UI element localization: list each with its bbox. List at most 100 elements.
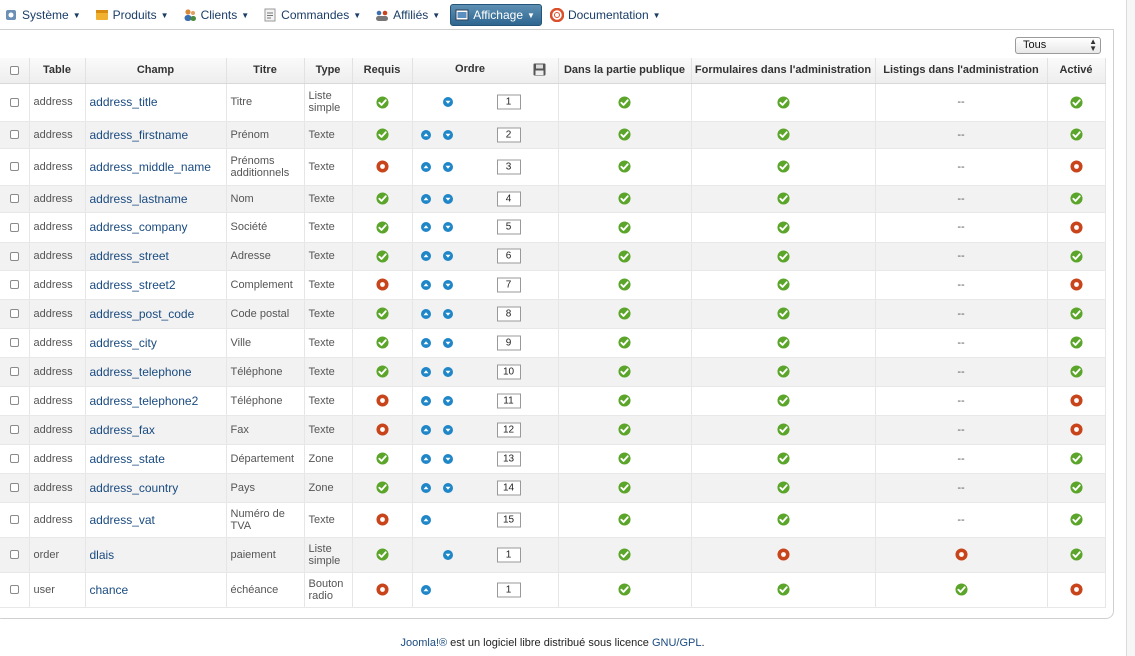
order-input[interactable]: 10	[496, 364, 521, 379]
row-checkbox[interactable]	[9, 280, 19, 290]
filter-select[interactable]: Tous ▲ ▼	[1015, 37, 1101, 54]
row-checkbox[interactable]	[9, 309, 19, 319]
header-listings-admin[interactable]: Listings dans l'administration	[875, 58, 1048, 84]
field-link[interactable]: address_street	[89, 249, 169, 263]
header-champ[interactable]: Champ	[85, 58, 227, 84]
move-up-icon[interactable]	[420, 308, 431, 319]
required-off-icon[interactable]	[375, 423, 389, 436]
order-input[interactable]: 7	[496, 277, 521, 292]
menu-display[interactable]: Affichage ▼	[450, 4, 542, 26]
order-input[interactable]: 1	[496, 94, 521, 110]
header-type[interactable]: Type	[304, 58, 353, 84]
move-down-icon[interactable]	[442, 424, 453, 435]
move-up-icon[interactable]	[420, 222, 431, 232]
save-order-icon[interactable]	[533, 63, 546, 76]
move-up-icon[interactable]	[420, 337, 431, 348]
order-input[interactable]: 4	[496, 191, 521, 206]
move-down-icon[interactable]	[442, 482, 453, 493]
active-on-icon[interactable]	[1069, 128, 1083, 141]
menu-system[interactable]: Système ▼	[0, 4, 87, 26]
public-on-icon[interactable]	[618, 95, 631, 109]
move-up-icon[interactable]	[420, 395, 431, 406]
forms-admin-on-icon[interactable]	[776, 423, 790, 436]
required-on-icon[interactable]	[375, 365, 389, 378]
row-checkbox[interactable]	[9, 97, 19, 107]
public-on-icon[interactable]	[618, 452, 631, 465]
forms-admin-on-icon[interactable]	[776, 481, 790, 494]
field-link[interactable]: address_lastname	[89, 191, 188, 206]
move-down-icon[interactable]	[442, 308, 453, 319]
field-link[interactable]: address_state	[89, 451, 165, 466]
forms-admin-on-icon[interactable]	[776, 394, 790, 407]
forms-admin-on-icon[interactable]	[776, 249, 790, 263]
row-checkbox[interactable]	[9, 550, 19, 560]
row-checkbox[interactable]	[9, 425, 19, 435]
public-on-icon[interactable]	[618, 160, 631, 173]
public-on-icon[interactable]	[618, 365, 631, 378]
forms-admin-off-icon[interactable]	[776, 548, 790, 561]
forms-admin-on-icon[interactable]	[776, 307, 790, 320]
order-input[interactable]: 11	[496, 393, 521, 408]
move-up-icon[interactable]	[420, 366, 431, 377]
move-up-icon[interactable]	[420, 279, 431, 290]
public-on-icon[interactable]	[618, 278, 631, 291]
order-input[interactable]: 14	[496, 480, 521, 495]
required-off-icon[interactable]	[375, 160, 389, 173]
move-down-icon[interactable]	[442, 395, 453, 406]
header-forms-admin[interactable]: Formulaires dans l'administration	[691, 58, 876, 84]
move-down-icon[interactable]	[442, 337, 453, 348]
joomla-link[interactable]: Joomla!®	[400, 637, 448, 649]
row-checkbox[interactable]	[9, 251, 19, 261]
field-link[interactable]: address_fax	[89, 422, 155, 437]
header-ordre[interactable]: Ordre	[412, 58, 559, 84]
row-checkbox[interactable]	[9, 194, 19, 204]
forms-admin-on-icon[interactable]	[776, 95, 790, 109]
row-checkbox[interactable]	[9, 396, 19, 406]
row-checkbox[interactable]	[9, 454, 19, 464]
forms-admin-on-icon[interactable]	[776, 513, 790, 526]
forms-admin-on-icon[interactable]	[776, 452, 790, 465]
header-table[interactable]: Table	[29, 58, 86, 84]
menu-help[interactable]: Documentation ▼	[546, 4, 667, 26]
required-off-icon[interactable]	[375, 583, 389, 596]
active-off-icon[interactable]	[1069, 278, 1083, 291]
order-input[interactable]: 1	[496, 582, 521, 597]
menu-clients[interactable]: Clients ▼	[179, 4, 256, 26]
public-on-icon[interactable]	[618, 192, 631, 205]
active-on-icon[interactable]	[1069, 513, 1083, 526]
active-off-icon[interactable]	[1069, 583, 1083, 596]
order-input[interactable]: 3	[496, 159, 521, 174]
active-off-icon[interactable]	[1069, 160, 1083, 173]
active-on-icon[interactable]	[1069, 307, 1083, 320]
row-checkbox[interactable]	[9, 483, 19, 493]
required-on-icon[interactable]	[375, 249, 389, 263]
public-on-icon[interactable]	[618, 548, 631, 561]
move-up-icon[interactable]	[420, 129, 431, 140]
row-checkbox[interactable]	[9, 367, 19, 377]
required-on-icon[interactable]	[375, 95, 389, 109]
row-checkbox[interactable]	[9, 222, 19, 232]
menu-affiliates[interactable]: Affiliés ▼	[371, 4, 446, 26]
row-checkbox[interactable]	[9, 585, 19, 595]
required-on-icon[interactable]	[375, 192, 389, 205]
move-up-icon[interactable]	[420, 514, 431, 525]
license-link[interactable]: GNU/GPL	[651, 637, 702, 649]
header-requis[interactable]: Requis	[352, 58, 413, 84]
row-checkbox[interactable]	[9, 515, 19, 525]
forms-admin-on-icon[interactable]	[776, 220, 790, 234]
listings-admin-on-icon[interactable]	[954, 583, 968, 596]
field-link[interactable]: address_vat	[89, 512, 155, 527]
active-on-icon[interactable]	[1069, 452, 1083, 465]
menu-orders[interactable]: Commandes ▼	[259, 4, 367, 26]
active-on-icon[interactable]	[1069, 95, 1083, 109]
forms-admin-on-icon[interactable]	[776, 336, 790, 349]
move-down-icon[interactable]	[442, 129, 453, 140]
row-checkbox[interactable]	[9, 162, 19, 172]
active-on-icon[interactable]	[1069, 336, 1083, 349]
move-up-icon[interactable]	[420, 161, 431, 172]
move-down-icon[interactable]	[442, 251, 453, 261]
public-on-icon[interactable]	[618, 220, 631, 234]
row-checkbox[interactable]	[9, 130, 19, 140]
required-off-icon[interactable]	[375, 513, 389, 526]
active-on-icon[interactable]	[1069, 481, 1083, 494]
